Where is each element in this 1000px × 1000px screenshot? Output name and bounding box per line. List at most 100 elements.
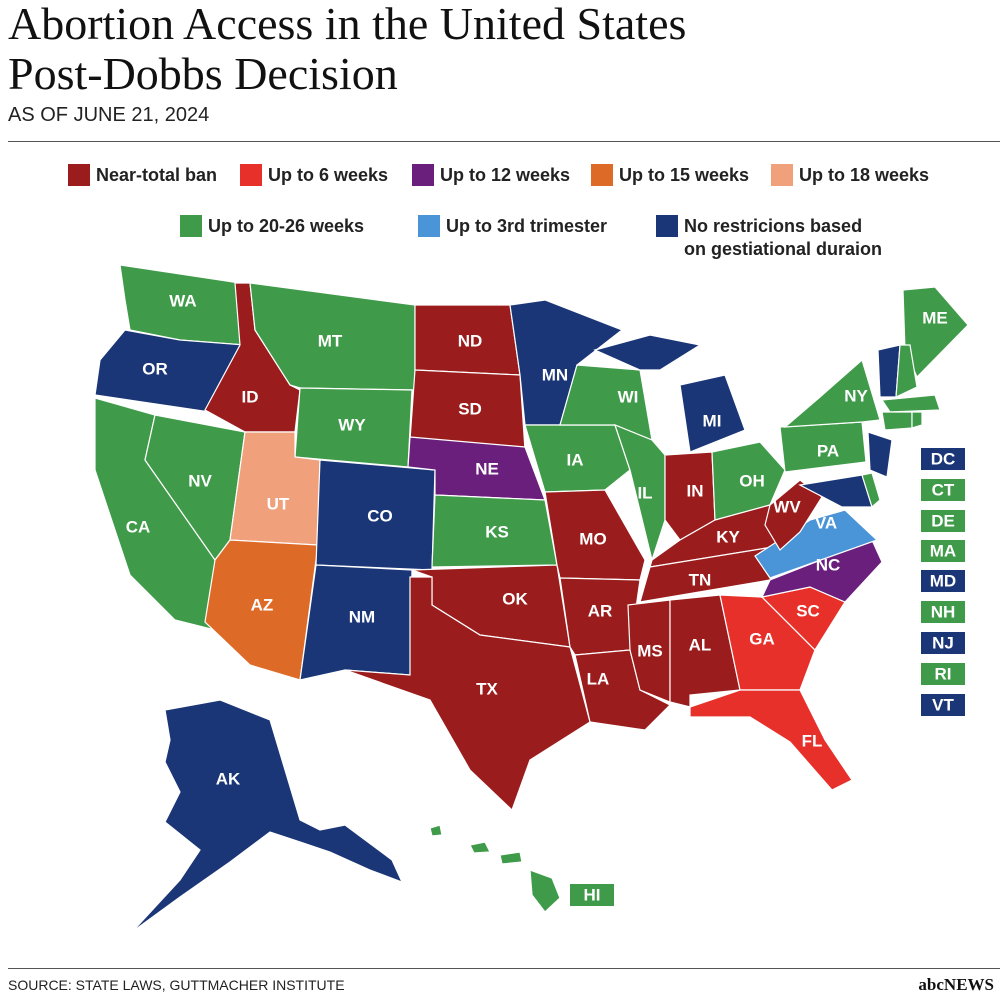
state bbox=[880, 394, 941, 413]
state-label: OH bbox=[739, 471, 765, 490]
label-box bbox=[921, 694, 965, 716]
state bbox=[861, 472, 881, 509]
state-label: GA bbox=[749, 629, 775, 648]
source: SOURCE: STATE LAWS, GUTTMACHER INSTITUTE bbox=[8, 977, 345, 993]
state-label: IL bbox=[637, 483, 652, 502]
state-label: WV bbox=[773, 497, 801, 516]
state-label: FL bbox=[802, 731, 823, 750]
logo: abcNEWS bbox=[918, 975, 994, 994]
state-label: WI bbox=[618, 387, 639, 406]
state-label: ME bbox=[922, 308, 948, 327]
swatch bbox=[412, 164, 434, 186]
state-label: CO bbox=[367, 506, 393, 525]
state-label: MT bbox=[318, 331, 343, 350]
state-label: NE bbox=[475, 459, 499, 478]
state-label: KS bbox=[485, 522, 509, 541]
state-label: CT bbox=[932, 480, 955, 499]
state-label: NY bbox=[844, 386, 868, 405]
state-label: KY bbox=[716, 527, 740, 546]
state-label: PA bbox=[817, 441, 839, 460]
state bbox=[711, 441, 786, 521]
legend-label: No restricions based on gestiational dur… bbox=[684, 216, 883, 259]
swatch bbox=[656, 215, 678, 237]
state bbox=[911, 411, 923, 429]
state-label: SD bbox=[458, 399, 482, 418]
state-shapes bbox=[94, 264, 969, 933]
state bbox=[593, 334, 702, 371]
state-label: TX bbox=[476, 679, 498, 698]
state-label: IA bbox=[567, 450, 584, 469]
state-label: OK bbox=[502, 589, 528, 608]
state-label: HI bbox=[584, 885, 601, 904]
legend-label: Up to 6 weeks bbox=[268, 165, 389, 185]
state-label: DE bbox=[931, 511, 955, 530]
rule bbox=[8, 141, 1000, 142]
state-label: AZ bbox=[251, 595, 274, 614]
label-box bbox=[921, 540, 965, 562]
state-label: UT bbox=[267, 494, 290, 513]
label-box bbox=[921, 601, 965, 623]
state-label: NC bbox=[816, 555, 841, 574]
state bbox=[895, 344, 918, 398]
title: Post-Dobbs Decision bbox=[8, 48, 398, 99]
state bbox=[499, 851, 523, 865]
swatch bbox=[418, 215, 440, 237]
state bbox=[689, 689, 853, 791]
state bbox=[469, 841, 491, 854]
state bbox=[627, 599, 671, 703]
state-label: NV bbox=[188, 471, 212, 490]
state bbox=[867, 431, 893, 478]
state-label: MI bbox=[703, 411, 722, 430]
legend-label: Up to 20-26 weeks bbox=[208, 216, 365, 236]
label-box bbox=[570, 884, 614, 906]
state-label: OR bbox=[142, 359, 168, 378]
state-label: TN bbox=[689, 570, 712, 589]
legend-item: Up to 12 weeks bbox=[412, 164, 570, 187]
state-label: IN bbox=[687, 481, 704, 500]
state-label: DC bbox=[931, 449, 956, 468]
state-label: AK bbox=[216, 769, 241, 788]
state-label: MS bbox=[637, 641, 663, 660]
state-label: RI bbox=[935, 664, 952, 683]
state-label: NM bbox=[349, 607, 375, 626]
label-box bbox=[921, 448, 965, 470]
state-label: AR bbox=[588, 601, 613, 620]
state-label: SC bbox=[796, 601, 820, 620]
state bbox=[719, 594, 816, 691]
state bbox=[679, 374, 746, 453]
state-label: MO bbox=[579, 529, 606, 548]
state bbox=[131, 699, 404, 933]
legend-label: Up to 15 weeks bbox=[619, 165, 750, 185]
legend-item: Up to 20-26 weeks bbox=[180, 215, 364, 238]
title: Abortion Access in the United States bbox=[8, 0, 687, 49]
state-label: AL bbox=[689, 635, 712, 654]
state-label: LA bbox=[587, 669, 610, 688]
state bbox=[529, 869, 561, 913]
swatch bbox=[68, 164, 90, 186]
subtitle: AS OF JUNE 21, 2024 bbox=[8, 104, 210, 126]
label-box bbox=[921, 510, 965, 532]
legend-item: Up to 6 weeks bbox=[240, 164, 388, 187]
state-label: MA bbox=[930, 541, 956, 560]
legend-label: Near-total ban bbox=[96, 165, 218, 185]
swatch bbox=[180, 215, 202, 237]
state-label: ID bbox=[242, 387, 259, 406]
swatch bbox=[591, 164, 613, 186]
legend-item: Up to 15 weeks bbox=[591, 164, 749, 187]
state-label: VT bbox=[932, 695, 954, 714]
legend-label: Up to 3rd trimester bbox=[446, 216, 608, 236]
state bbox=[881, 411, 913, 431]
label-box bbox=[921, 663, 965, 685]
legend-item: Up to 18 weeks bbox=[771, 164, 929, 187]
state bbox=[429, 824, 443, 837]
state-label: MD bbox=[930, 571, 956, 590]
label-box bbox=[921, 479, 965, 501]
state bbox=[764, 479, 823, 551]
swatch bbox=[771, 164, 793, 186]
state-labels: ID ND SD MO AR OK TX LA MS AL TN KY WV I… bbox=[126, 291, 948, 906]
legend-label: Up to 12 weeks bbox=[440, 165, 571, 185]
legend-label: Up to 18 weeks bbox=[799, 165, 930, 185]
swatch bbox=[240, 164, 262, 186]
state bbox=[902, 286, 969, 379]
